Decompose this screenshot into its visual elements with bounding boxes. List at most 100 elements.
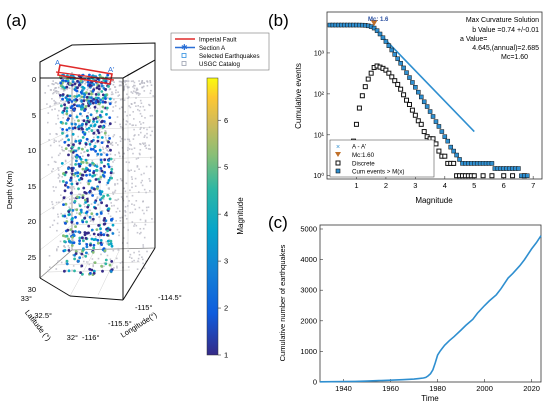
legend-label-usgc-catalog: USGC Catalog bbox=[199, 61, 240, 68]
usgc-point bbox=[148, 178, 151, 180]
usgc-point bbox=[125, 182, 128, 185]
usgc-point bbox=[87, 97, 89, 100]
selected-eq-point bbox=[80, 252, 84, 256]
selected-eq-point bbox=[96, 100, 100, 104]
usgc-point bbox=[118, 94, 121, 96]
usgc-point bbox=[105, 240, 108, 243]
colorbar-tick-label: 4 bbox=[224, 210, 228, 219]
usgc-point bbox=[111, 91, 113, 93]
usgc-point bbox=[125, 123, 127, 126]
usgc-point bbox=[143, 127, 145, 130]
selected-eq-point bbox=[102, 219, 106, 222]
usgc-point bbox=[76, 231, 79, 233]
usgc-point bbox=[53, 83, 55, 86]
usgc-point bbox=[135, 124, 137, 127]
usgc-point bbox=[72, 254, 74, 256]
usgc-point bbox=[57, 91, 60, 93]
selected-eq-point bbox=[104, 88, 108, 91]
selected-eq-point bbox=[63, 107, 67, 110]
usgc-point bbox=[139, 149, 142, 151]
section-a-outline bbox=[57, 64, 113, 85]
usgc-point bbox=[140, 126, 142, 129]
usgc-point bbox=[82, 155, 84, 157]
cumulative-point bbox=[516, 166, 521, 171]
selected-eq-point bbox=[106, 229, 109, 233]
usgc-point bbox=[87, 162, 90, 165]
usgc-point bbox=[50, 89, 52, 91]
usgc-point bbox=[72, 186, 75, 188]
usgc-point bbox=[114, 101, 117, 104]
ts-x-tick-label: 1980 bbox=[429, 384, 446, 393]
usgc-point bbox=[54, 90, 56, 93]
usgc-point bbox=[59, 127, 62, 129]
selected-eq-point bbox=[74, 215, 77, 219]
selected-eq-point bbox=[71, 217, 74, 220]
selected-eq-point bbox=[75, 159, 78, 163]
selected-eq-point bbox=[100, 136, 104, 139]
selected-eq-point bbox=[71, 80, 75, 83]
usgc-point bbox=[113, 191, 116, 193]
selected-eq-point bbox=[85, 210, 89, 214]
usgc-point bbox=[132, 90, 135, 92]
usgc-point bbox=[78, 193, 80, 196]
usgc-point bbox=[87, 253, 90, 256]
selected-eq-point bbox=[82, 99, 86, 103]
usgc-point bbox=[58, 144, 61, 147]
usgc-point bbox=[58, 140, 60, 143]
selected-eq-point bbox=[94, 238, 97, 241]
depth-axis-label: Depth (Km) bbox=[5, 170, 14, 209]
discrete-point bbox=[368, 70, 374, 76]
selected-eq-point bbox=[106, 239, 110, 243]
discrete-point bbox=[501, 173, 507, 179]
usgc-point bbox=[66, 185, 68, 187]
discrete-point bbox=[401, 92, 407, 98]
usgc-point bbox=[139, 121, 141, 123]
selected-eq-point bbox=[85, 166, 88, 170]
usgc-point bbox=[92, 86, 95, 89]
usgc-point bbox=[81, 115, 83, 117]
selected-eq-point bbox=[101, 105, 105, 109]
selected-eq-point bbox=[74, 149, 78, 153]
usgc-point bbox=[81, 125, 84, 128]
usgc-point bbox=[110, 202, 112, 204]
usgc-point bbox=[86, 213, 88, 216]
usgc-point bbox=[108, 195, 111, 197]
selected-eq-point bbox=[77, 124, 81, 128]
usgc-point bbox=[116, 267, 118, 269]
usgc-point bbox=[70, 142, 72, 145]
selected-eq-point bbox=[106, 73, 110, 77]
usgc-point bbox=[73, 121, 76, 124]
usgc-point bbox=[118, 151, 120, 154]
usgc-point bbox=[96, 163, 98, 166]
discrete-point bbox=[412, 112, 418, 118]
selected-eq-point bbox=[69, 149, 73, 153]
usgc-point bbox=[135, 200, 138, 202]
ts-axes: 1940 1960 1980 2000 2020 0 1000 2000 3000 4000 500… bbox=[300, 225, 540, 394]
usgc-point bbox=[131, 178, 133, 180]
discrete-point bbox=[442, 153, 448, 159]
usgc-point bbox=[78, 85, 80, 88]
ts-y-tick-label: 4000 bbox=[300, 255, 317, 264]
selected-eq-point bbox=[88, 142, 92, 146]
usgc-point bbox=[52, 168, 54, 170]
selected-eq-point bbox=[78, 141, 82, 145]
usgc-point bbox=[90, 203, 93, 205]
usgc-point bbox=[119, 123, 121, 126]
selected-eq-point bbox=[85, 91, 88, 94]
selected-eq-point bbox=[87, 126, 91, 130]
usgc-point bbox=[64, 196, 67, 198]
usgc-point bbox=[111, 144, 114, 146]
mc-annotation: Mc: 1.6 bbox=[368, 17, 389, 23]
selected-eq-point bbox=[80, 177, 84, 181]
usgc-point bbox=[115, 91, 117, 94]
selected-eq-point bbox=[75, 115, 79, 119]
selected-eq-point bbox=[60, 104, 63, 108]
usgc-point bbox=[69, 109, 72, 112]
usgc-point bbox=[113, 267, 115, 269]
discrete-point bbox=[389, 74, 395, 80]
selected-eq-point bbox=[73, 98, 76, 102]
selected-eq-point bbox=[106, 181, 110, 185]
usgc-point bbox=[127, 97, 129, 99]
usgc-point bbox=[139, 143, 142, 146]
selected-eq-point bbox=[94, 178, 98, 181]
